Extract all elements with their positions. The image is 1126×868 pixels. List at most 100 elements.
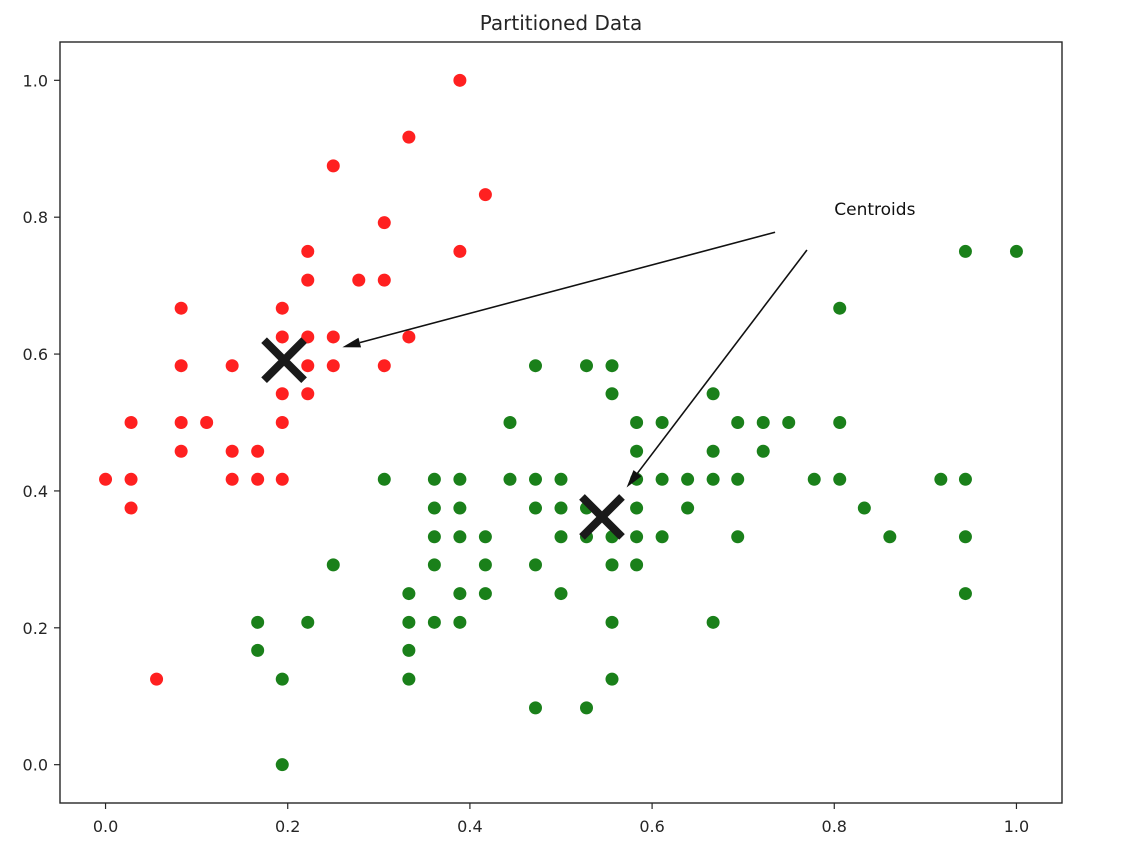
arrow-shaft — [359, 231, 776, 344]
data-point-cluster-2 — [402, 672, 416, 686]
data-point-cluster-2 — [630, 501, 644, 515]
data-point-cluster-2 — [377, 472, 391, 486]
data-point-cluster-2 — [275, 758, 289, 772]
data-point-cluster-2 — [731, 472, 745, 486]
axes: 0.0 0.2 0.4 0.6 0.8 1.0 0.0 0.2 0.4 0.6 0.8 1.0 — [23, 41, 1063, 836]
data-point-cluster-2 — [453, 501, 467, 515]
data-point-cluster-2 — [833, 416, 847, 429]
centroid-stroke — [261, 337, 307, 384]
data-point-cluster-2 — [478, 587, 492, 601]
data-point-cluster-2 — [427, 558, 441, 572]
data-point-cluster-1 — [352, 273, 366, 287]
data-point-cluster-2 — [630, 416, 644, 429]
data-point-cluster-1 — [275, 387, 289, 401]
data-point-cluster-1 — [275, 472, 289, 486]
x-tick-label: 0.6 — [639, 817, 664, 836]
centroid-marker-2 — [579, 494, 625, 540]
data-point-cluster-2 — [833, 472, 847, 486]
data-point-cluster-2 — [528, 472, 542, 486]
data-point-cluster-2 — [402, 587, 416, 601]
data-point-cluster-2 — [630, 558, 644, 572]
centroid-stroke — [579, 494, 625, 540]
annotation-layer: Centroids — [342, 200, 916, 488]
data-point-cluster-2 — [681, 501, 695, 515]
x-tick-label: 0.8 — [822, 817, 847, 836]
data-point-cluster-2 — [528, 558, 542, 572]
arrow-head — [626, 470, 642, 488]
data-point-cluster-2 — [706, 387, 720, 401]
data-point-cluster-2 — [731, 530, 745, 544]
data-point-cluster-2 — [427, 501, 441, 515]
data-point-cluster-2 — [275, 672, 289, 686]
data-point-cluster-2 — [402, 615, 416, 629]
data-point-cluster-2 — [554, 501, 568, 515]
annotation-arrow — [342, 231, 776, 348]
data-point-cluster-2 — [554, 587, 568, 601]
data-point-cluster-1 — [453, 244, 467, 258]
data-point-cluster-2 — [251, 615, 265, 629]
y-tick-label: 0.2 — [23, 619, 48, 638]
data-point-cluster-1 — [174, 301, 188, 315]
data-point-cluster-1 — [99, 472, 113, 486]
data-point-cluster-2 — [706, 444, 720, 458]
data-point-cluster-2 — [807, 472, 821, 486]
data-point-cluster-2 — [1009, 244, 1023, 258]
data-point-cluster-1 — [225, 444, 239, 458]
data-point-cluster-2 — [503, 416, 517, 429]
data-point-cluster-2 — [427, 530, 441, 544]
x-tick-label: 0.4 — [457, 817, 482, 836]
data-point-cluster-1 — [301, 273, 315, 287]
data-point-cluster-1 — [200, 416, 214, 429]
data-point-cluster-1 — [251, 444, 265, 458]
data-point-cluster-2 — [580, 701, 594, 715]
data-point-cluster-2 — [453, 615, 467, 629]
data-point-cluster-1 — [124, 472, 138, 486]
data-point-cluster-2 — [655, 530, 669, 544]
x-tick-label: 0.0 — [93, 817, 118, 836]
arrow-shaft — [636, 249, 808, 474]
data-point-cluster-2 — [605, 558, 619, 572]
data-point-cluster-2 — [681, 472, 695, 486]
data-point-cluster-2 — [402, 643, 416, 657]
data-point-cluster-2 — [528, 359, 542, 373]
data-point-cluster-2 — [958, 472, 972, 486]
data-point-cluster-1 — [402, 330, 416, 344]
data-point-cluster-2 — [655, 472, 669, 486]
data-point-cluster-1 — [225, 472, 239, 486]
data-point-cluster-1 — [301, 330, 315, 344]
y-tick-label: 0.0 — [23, 756, 48, 775]
annotation-arrow — [626, 249, 808, 488]
data-point-cluster-2 — [958, 530, 972, 544]
data-point-cluster-1 — [377, 359, 391, 373]
data-point-cluster-2 — [605, 359, 619, 373]
data-point-cluster-1 — [402, 130, 416, 144]
data-point-cluster-1 — [275, 301, 289, 315]
x-tick-label: 1.0 — [1004, 817, 1029, 836]
data-point-cluster-2 — [605, 615, 619, 629]
data-point-cluster-2 — [453, 587, 467, 601]
data-point-cluster-1 — [301, 387, 315, 401]
plot-frame — [59, 41, 1063, 804]
data-point-cluster-2 — [528, 501, 542, 515]
data-point-cluster-2 — [528, 701, 542, 715]
data-point-cluster-1 — [124, 501, 138, 515]
data-point-cluster-2 — [782, 416, 796, 429]
data-point-cluster-2 — [630, 530, 644, 544]
data-point-cluster-1 — [478, 188, 492, 202]
data-point-cluster-2 — [706, 472, 720, 486]
data-point-cluster-2 — [478, 558, 492, 572]
data-point-cluster-1 — [453, 73, 467, 87]
data-point-cluster-1 — [174, 359, 188, 373]
data-point-cluster-2 — [833, 301, 847, 315]
data-point-cluster-2 — [934, 472, 948, 486]
data-point-cluster-1 — [174, 416, 188, 429]
data-point-cluster-2 — [731, 416, 745, 429]
data-point-cluster-2 — [301, 615, 315, 629]
y-tick-label: 0.8 — [23, 208, 48, 227]
data-point-cluster-2 — [326, 558, 340, 572]
data-point-cluster-2 — [958, 244, 972, 258]
data-point-cluster-2 — [756, 444, 770, 458]
data-point-cluster-2 — [756, 416, 770, 429]
chart-title: Partitioned Data — [480, 11, 642, 35]
data-point-cluster-2 — [554, 472, 568, 486]
